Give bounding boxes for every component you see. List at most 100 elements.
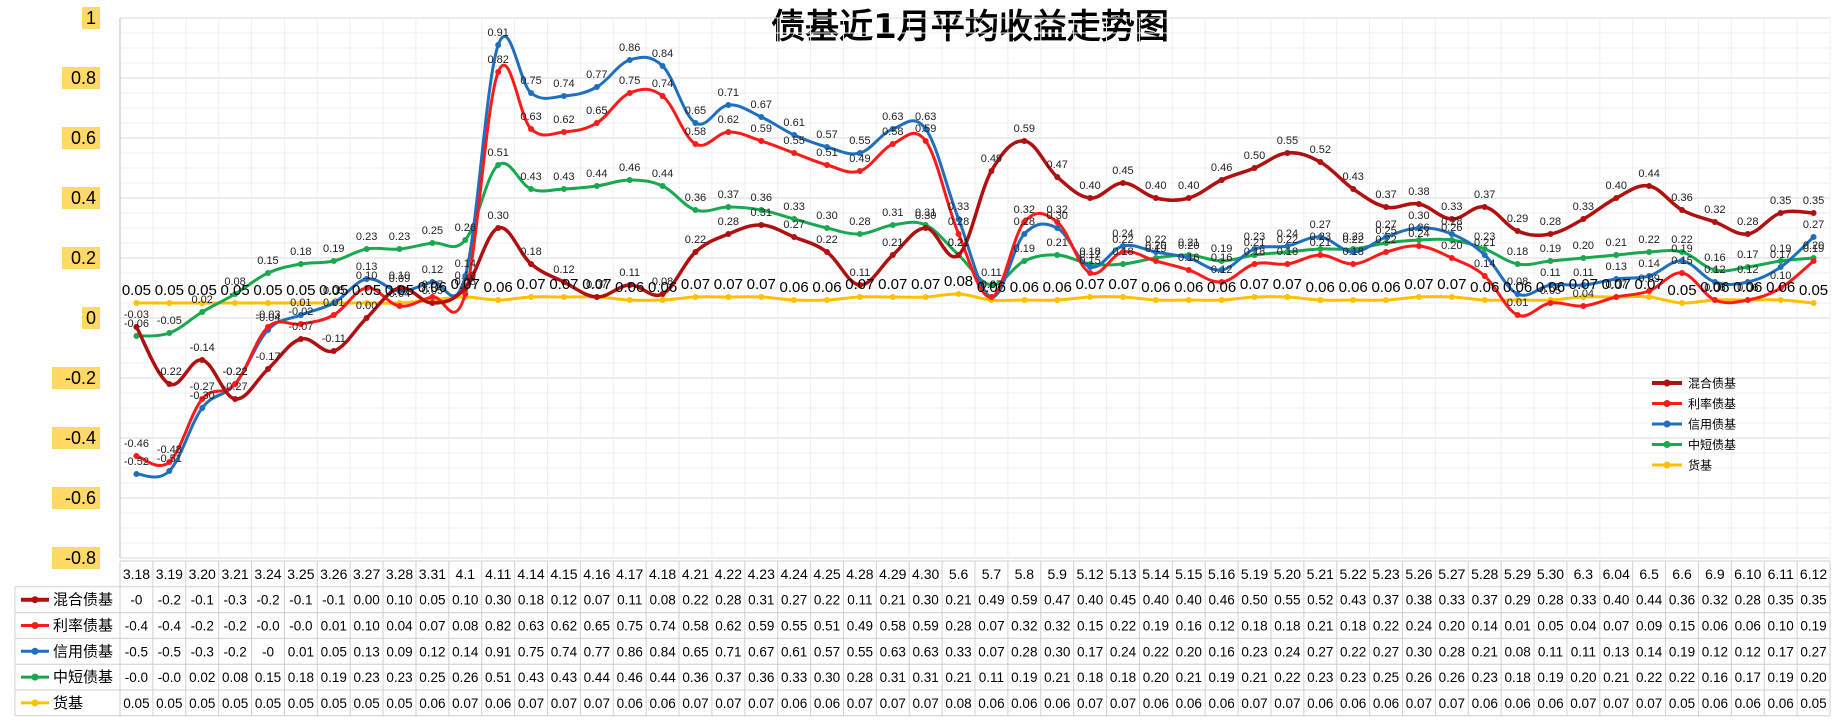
data-label: 0.12 [553,264,574,276]
table-cell: 0.21 [1044,670,1070,685]
data-label: 0.12 [422,264,443,276]
table-cell: 0.06 [1735,619,1761,634]
data-point [626,282,633,288]
table-cell: 0.15 [1077,619,1103,634]
ytick-highlight [52,367,100,389]
data-label: 0.06 [1733,279,1762,296]
category-label: 4.28 [846,566,873,582]
data-point [1744,297,1751,303]
category-label: 5.20 [1274,566,1301,582]
table-cell: 0.18 [1340,619,1366,634]
data-point [166,459,173,465]
table-cell: 0.33 [945,644,971,659]
table-cell: 0.37 [715,670,741,685]
data-point [1777,285,1784,291]
category-label: 5.13 [1109,566,1136,582]
data-label: 0.27 [1310,219,1331,231]
data-point [133,324,140,330]
data-label: 0.31 [882,207,903,219]
table-cell: 0.06 [649,696,675,711]
data-point [659,63,666,69]
data-point [1580,282,1587,288]
category-label: 4.15 [550,566,577,582]
legend-swatch-marker [1663,441,1671,448]
data-point [856,168,863,174]
data-label: -0.52 [124,456,149,468]
table-cell: 0.08 [649,593,675,608]
table-cell: 0.84 [649,644,676,659]
data-point [1284,243,1291,249]
data-label: 0.18 [1277,246,1298,258]
table-cell: -0.4 [158,619,182,634]
data-point [1744,231,1751,237]
data-label: 0.07 [1635,276,1664,293]
data-point [1679,207,1686,213]
table-cell: 0.13 [353,644,379,659]
table-cell: 0.59 [913,619,939,634]
data-point [791,234,798,240]
table-cell: 0.08 [945,696,971,711]
data-label: 0.21 [948,237,969,249]
table-cell: 0.18 [1110,670,1136,685]
data-label: 0.01 [1507,297,1528,309]
data-label: 0.07 [714,276,743,293]
data-label: 0.40 [1606,180,1627,192]
table-cell: 0.28 [1011,644,1037,659]
data-label: 0.27 [1375,219,1396,231]
table-cell: 0.12 [551,593,577,608]
data-label: 0.05 [352,282,381,299]
data-label: 0.22 [1277,234,1298,246]
data-point [264,366,271,372]
table-cell: 0.07 [880,696,906,711]
data-point [1580,294,1587,300]
ytick-highlight [52,427,100,449]
data-point [1810,234,1817,240]
table-cell: 0.06 [1307,696,1333,711]
data-point [1218,267,1225,273]
table-cell: 0.25 [419,670,445,685]
data-label: 0.28 [718,216,739,228]
table-cell: 0.06 [781,696,807,711]
category-label: 4.18 [649,566,676,582]
data-label: 0.06 [1503,279,1532,296]
table-cell: 0.21 [945,670,971,685]
data-point [1185,267,1192,273]
data-point [330,348,337,354]
data-label: 0.63 [520,111,541,123]
row-series-name: 信用债基 [53,643,113,660]
table-cell: 0.55 [847,644,873,659]
table-cell: 0.11 [1538,644,1563,659]
table-cell: 0.65 [682,644,708,659]
data-point [1119,261,1126,267]
table-cell: 0.19 [321,670,347,685]
category-label: 6.3 [1574,566,1594,582]
data-point [889,126,896,132]
table-cell: 0.31 [913,670,939,685]
data-label: -0.03 [124,309,149,321]
data-label: 0.37 [1474,189,1495,201]
data-point [692,249,699,255]
data-point [955,216,962,222]
table-cell: 0.14 [1636,644,1663,659]
data-point [1711,219,1718,225]
data-label: 0.32 [1014,204,1035,216]
data-point [824,225,831,231]
data-label: 0.10 [1770,270,1791,282]
table-cell: 0.07 [1603,696,1629,711]
data-label: -0.30 [190,390,215,402]
data-point [758,114,765,120]
table-cell: 0.05 [288,696,314,711]
legend-swatch-marker [1663,400,1671,407]
category-label: 4.30 [912,566,939,582]
data-point [1284,294,1291,300]
data-label: 0.91 [487,27,508,39]
data-point [1185,297,1192,303]
data-point [363,276,370,282]
data-label: 0.10 [455,270,476,282]
table-cell: 0.21 [1603,670,1629,685]
table-cell: 0.00 [353,593,379,608]
data-table: 3.18 3.19 3.20 3.21 3.24 3.25 3.26 3.27 3.28 3.31… [14,560,1831,717]
table-cell: 0.18 [288,670,314,685]
data-point [1547,300,1554,306]
